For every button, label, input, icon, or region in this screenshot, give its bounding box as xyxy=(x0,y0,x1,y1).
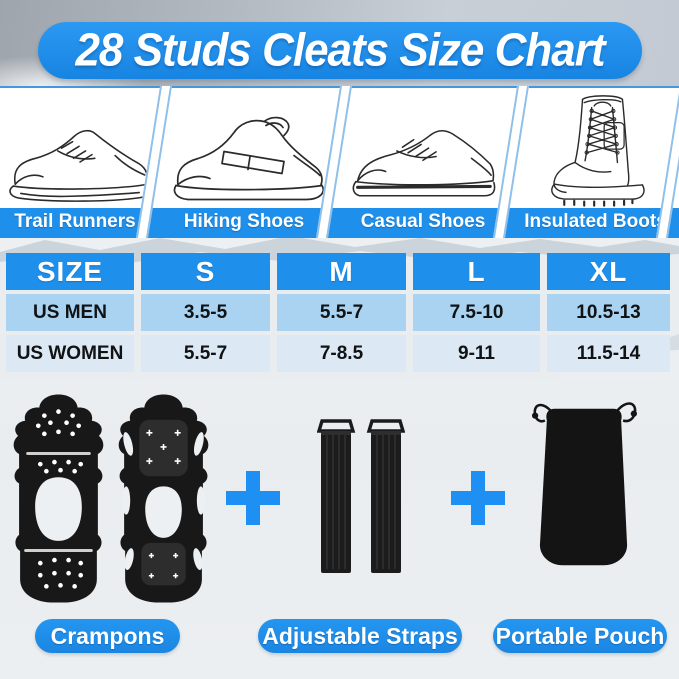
table-header-s: S xyxy=(141,253,270,290)
shoe-type-label-trail-runners: Trail Runners xyxy=(14,211,136,232)
table-header-size: SIZE xyxy=(6,253,134,290)
shoe-type-label-hiking-shoes: Hiking Shoes xyxy=(183,211,305,232)
table-cell: 9-11 xyxy=(413,335,540,372)
crampons-icon xyxy=(13,394,209,603)
kit-label-text: Portable Pouch xyxy=(495,622,665,649)
size-chart-table: SIZE S M L XL US MEN 3.5-5 5.5-7 7.5-10 … xyxy=(6,253,670,372)
kit-label-adjustable-straps: Adjustable Straps xyxy=(258,619,462,653)
shoe-labels-bar xyxy=(0,208,679,238)
plus-icon xyxy=(451,471,505,525)
shoe-type-label-insulated-boots: Insulated Boots xyxy=(524,211,667,232)
row-label-us-women: US WOMEN xyxy=(6,335,134,372)
table-cell: 5.5-7 xyxy=(277,294,406,331)
kit-label-crampons: Crampons xyxy=(35,619,180,653)
page-title: 28 Studs Cleats Size Chart xyxy=(75,24,605,76)
row-label-us-men: US MEN xyxy=(6,294,134,331)
shoe-types-strip: Trail Runners Hiking Shoes Casual Shoes … xyxy=(0,86,679,238)
table-cell: 3.5-5 xyxy=(141,294,270,331)
table-header-l: L xyxy=(413,253,540,290)
table-cell: 7.5-10 xyxy=(413,294,540,331)
kit-label-text: Crampons xyxy=(50,622,165,649)
kit-label-text: Adjustable Straps xyxy=(262,622,458,649)
adjustable-straps-icon xyxy=(317,419,405,573)
casual-shoe-icon xyxy=(352,129,496,197)
title-banner: 28 Studs Cleats Size Chart xyxy=(38,22,642,79)
table-header-xl: XL xyxy=(547,253,670,290)
kit-label-portable-pouch: Portable Pouch xyxy=(493,619,667,653)
insulated-boot-icon xyxy=(551,95,645,207)
plus-icon xyxy=(226,471,280,525)
trail-runner-shoe-icon xyxy=(9,129,153,202)
portable-pouch-icon xyxy=(531,402,637,566)
table-cell: 5.5-7 xyxy=(141,335,270,372)
hiking-shoe-icon xyxy=(173,116,325,201)
table-cell: 10.5-13 xyxy=(547,294,670,331)
table-cell: 11.5-14 xyxy=(547,335,670,372)
table-header-m: M xyxy=(277,253,406,290)
shoe-type-label-casual-shoes: Casual Shoes xyxy=(360,211,486,232)
table-cell: 7-8.5 xyxy=(277,335,406,372)
